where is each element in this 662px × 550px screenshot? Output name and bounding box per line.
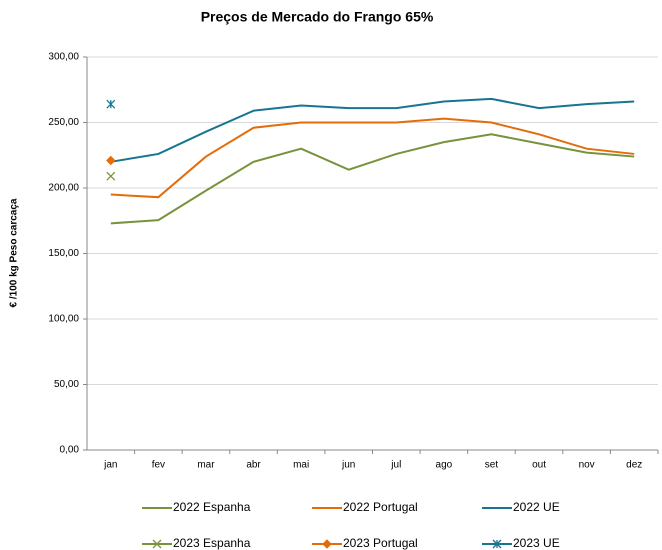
y-tick-label: 150,00 bbox=[48, 248, 79, 259]
legend-marker bbox=[152, 539, 162, 549]
x-tick-label: jan bbox=[103, 460, 117, 471]
chart-title: Preços de Mercado do Frango 65% bbox=[201, 9, 434, 25]
y-axis-label: € /100 kg Peso carcaça bbox=[9, 198, 20, 307]
legend-label: 2022 Portugal bbox=[343, 500, 418, 514]
series-line bbox=[110, 133, 635, 225]
y-tick-label: 50,00 bbox=[54, 379, 79, 390]
x-tick-label: mar bbox=[197, 460, 215, 471]
data-point bbox=[106, 99, 116, 109]
x-tick-label: jul bbox=[390, 460, 401, 471]
legend-label: 2023 Portugal bbox=[343, 536, 418, 550]
x-tick-label: mai bbox=[293, 460, 309, 471]
y-tick-label: 250,00 bbox=[48, 117, 79, 128]
x-tick-label: abr bbox=[246, 460, 261, 471]
y-tick-label: 200,00 bbox=[48, 183, 79, 194]
y-tick-label: 0,00 bbox=[60, 445, 80, 456]
legend-label: 2023 UE bbox=[513, 536, 560, 550]
data-point bbox=[106, 171, 116, 181]
legend-marker bbox=[492, 539, 502, 549]
x-tick-label: out bbox=[532, 460, 546, 471]
x-tick-label: dez bbox=[626, 460, 642, 471]
series-line bbox=[110, 97, 635, 163]
x-tick-label: nov bbox=[579, 460, 595, 471]
x-tick-label: jun bbox=[341, 460, 355, 471]
series-line bbox=[110, 117, 635, 199]
legend-label: 2022 Espanha bbox=[173, 500, 251, 514]
x-tick-label: set bbox=[485, 460, 499, 471]
x-tick-label: fev bbox=[152, 460, 165, 471]
data-point bbox=[106, 155, 116, 166]
x-tick-label: ago bbox=[436, 460, 453, 471]
y-tick-label: 300,00 bbox=[48, 52, 79, 63]
legend-label: 2023 Espanha bbox=[173, 536, 251, 550]
y-tick-label: 100,00 bbox=[48, 314, 79, 325]
legend-marker bbox=[322, 539, 332, 549]
legend-label: 2022 UE bbox=[513, 500, 560, 514]
